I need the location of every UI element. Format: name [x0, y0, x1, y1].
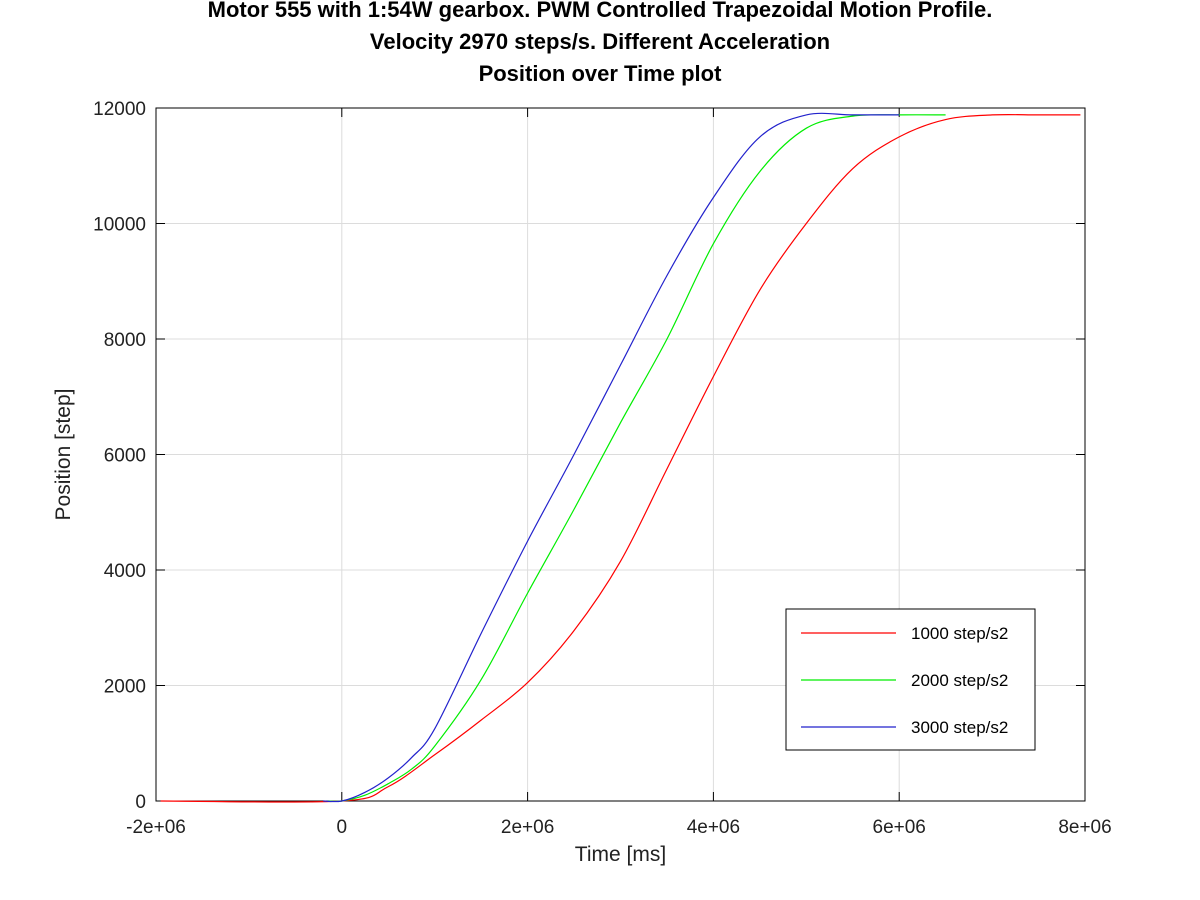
y-tick-label: 0 [135, 792, 146, 813]
y-tick-label: 4000 [104, 561, 146, 582]
axis-ticks: -2e+06 0 2e+06 4e+06 6e+06 8e+06 0 2000 4000 6000… [93, 99, 1112, 838]
series-line-1 [160, 113, 1081, 803]
y-tick-label: 8000 [104, 330, 146, 351]
chart-title: Motor 555 with 1:54W gearbox. PWM Contro… [0, 0, 1200, 90]
legend-label-2: 2000 step/s2 [911, 671, 1008, 690]
chart-title-line-3: Position over Time plot [478, 61, 722, 86]
x-axis-label: Time [ms] [575, 843, 666, 866]
legend-label-1: 1000 step/s2 [911, 624, 1008, 643]
legend-label-3: 3000 step/s2 [911, 718, 1008, 737]
x-tick-label: 0 [337, 817, 348, 838]
x-tick-label: 8e+06 [1058, 817, 1111, 838]
series-line-2 [327, 114, 946, 803]
x-tick-label: 2e+06 [501, 817, 554, 838]
y-tick-label: 6000 [104, 446, 146, 467]
y-tick-label: 10000 [93, 215, 146, 236]
y-tick-label: 12000 [93, 99, 146, 120]
series-line-3 [323, 112, 900, 803]
y-axis-label: Position [step] [52, 389, 75, 521]
chart-title-line-1: Motor 555 with 1:54W gearbox. PWM Contro… [207, 0, 993, 22]
legend: 1000 step/s2 2000 step/s2 3000 step/s2 [785, 608, 1036, 751]
series-lines [160, 112, 1081, 803]
x-tick-label: 6e+06 [873, 817, 926, 838]
chart-title-line-2: Velocity 2970 steps/s. Different Acceler… [369, 29, 831, 54]
x-tick-label: 4e+06 [687, 817, 740, 838]
y-tick-label: 2000 [104, 677, 146, 698]
x-tick-label: -2e+06 [126, 817, 186, 838]
